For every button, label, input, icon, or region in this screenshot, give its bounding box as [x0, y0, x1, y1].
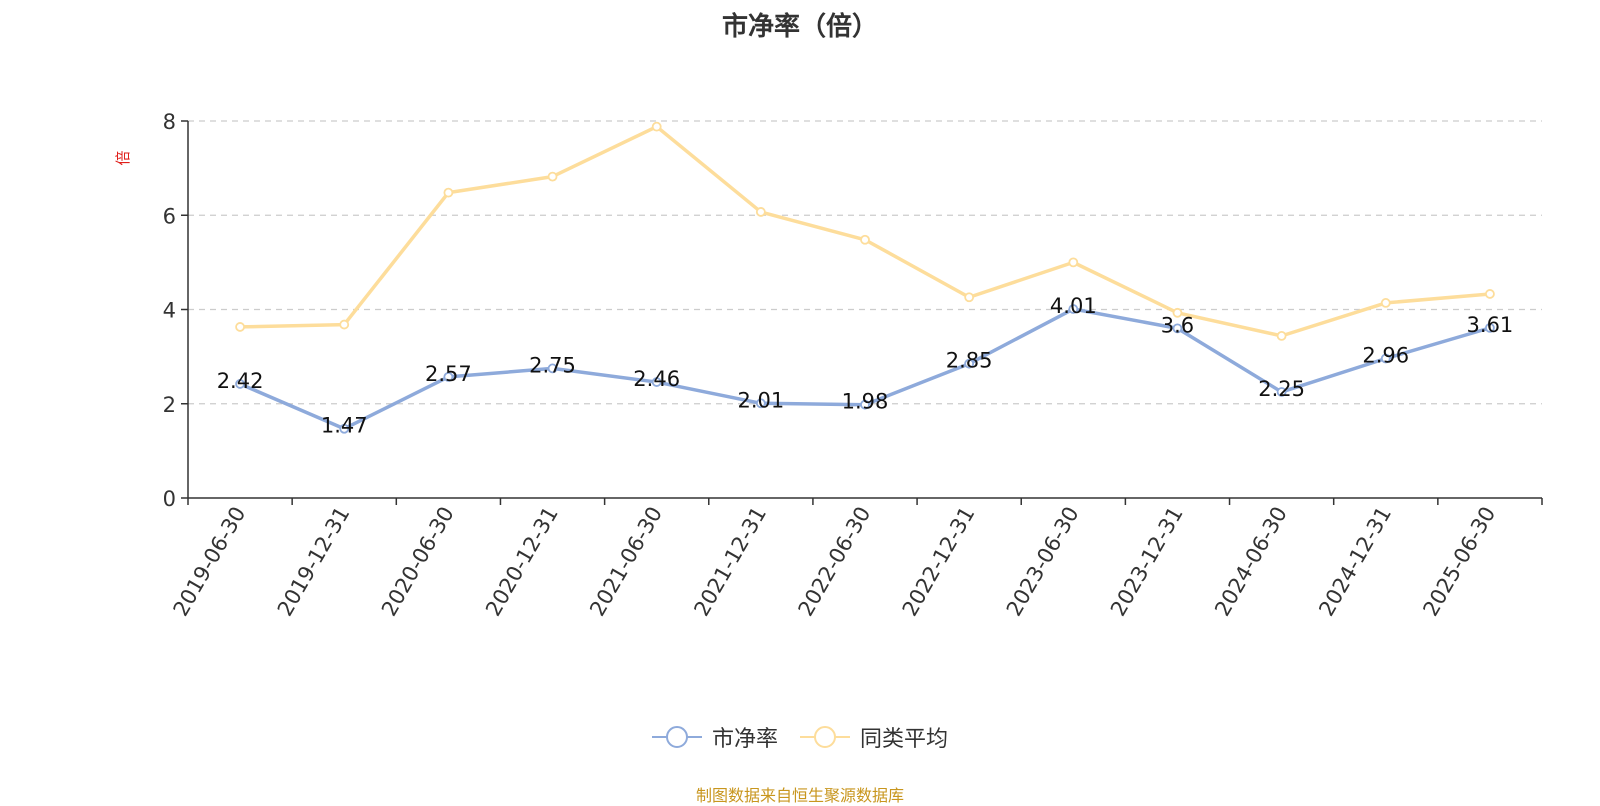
- series-0-point-9[interactable]: [1172, 323, 1183, 334]
- data-label-series-0-6: 1.98: [842, 390, 889, 414]
- legend-marker-series-1-icon: [800, 725, 850, 749]
- x-tick-label-10: 2024-06-30: [1210, 503, 1292, 621]
- data-label-series-0-8: 4.01: [1050, 294, 1097, 318]
- y-tick-label-3: 6: [163, 204, 176, 228]
- series-0-point-7[interactable]: [964, 358, 975, 369]
- series-1-point-10[interactable]: [1276, 330, 1287, 341]
- legend-marker-series-0-icon: [651, 725, 702, 749]
- legend-label-series-0: 市净率: [711, 727, 778, 752]
- x-tick-label-8: 2023-06-30: [1002, 503, 1084, 621]
- axes: 0 2 4 6 8 2019-06-30 2019-12-31 2020-06-30 2020-…: [163, 110, 1543, 621]
- series-0-point-0[interactable]: [235, 379, 245, 389]
- series-1-point-12[interactable]: [1485, 289, 1495, 299]
- y-tick-label-0: 0: [163, 487, 176, 511]
- series-0-point-5[interactable]: [755, 398, 766, 409]
- grid-lines: [188, 120, 1542, 405]
- y-tick-label-1: 2: [163, 393, 176, 417]
- y-tick-label-2: 4: [163, 299, 176, 323]
- data-label-series-0-0: 2.42: [217, 369, 264, 393]
- series-1-point-1[interactable]: [339, 319, 350, 330]
- x-tick-label-4: 2021-06-30: [585, 503, 667, 621]
- data-label-series-0-3: 2.75: [529, 353, 576, 377]
- legend-item-series-0[interactable]: 市净率: [651, 721, 778, 753]
- data-label-series-0-7: 2.85: [946, 349, 993, 373]
- data-label-series-0-1: 1.47: [321, 414, 368, 438]
- series-1-point-2[interactable]: [443, 187, 454, 198]
- legend: 市净率 同类平均: [0, 721, 1600, 753]
- source-note: 制图数据来自恒生聚源数据库: [695, 786, 904, 805]
- series: [235, 121, 1495, 434]
- series-1-point-6[interactable]: [860, 234, 870, 245]
- data-labels: 2.42 1.47 2.57 2.75 2.46 2.01 1.98 2.85 4.01 3.6 2…: [217, 294, 1514, 438]
- series-1-point-8[interactable]: [1068, 257, 1079, 268]
- data-label-series-0-11: 2.96: [1362, 344, 1409, 368]
- x-tick-label-3: 2020-12-31: [481, 503, 563, 621]
- series-0-point-12[interactable]: [1485, 322, 1495, 333]
- series-0-point-4[interactable]: [651, 377, 662, 387]
- x-tick-label-5: 2021-12-31: [689, 503, 771, 621]
- series-1-point-0[interactable]: [235, 322, 245, 332]
- series-0-point-6[interactable]: [860, 399, 870, 410]
- x-tick-label-2: 2020-06-30: [377, 503, 459, 621]
- x-tick-label-7: 2022-12-31: [898, 502, 980, 620]
- series-1-point-11[interactable]: [1380, 298, 1391, 308]
- chart-title: 市净率（倍）: [721, 12, 878, 42]
- x-tick-label-6: 2022-06-30: [794, 503, 876, 621]
- x-tick-label-9: 2023-12-31: [1106, 503, 1188, 621]
- series-1-point-3[interactable]: [547, 171, 558, 182]
- series-1-point-5[interactable]: [755, 207, 766, 217]
- legend-label-series-1: 同类平均: [860, 727, 949, 752]
- x-tick-label-12: 2025-06-30: [1418, 503, 1500, 621]
- x-tick-label-0: 2019-06-30: [169, 503, 251, 621]
- series-0-point-10[interactable]: [1276, 387, 1287, 397]
- series-0-point-8[interactable]: [1068, 304, 1079, 314]
- x-tick-label-1: 2019-12-31: [273, 503, 355, 621]
- series-0-point-2[interactable]: [443, 371, 454, 382]
- series-1-point-9[interactable]: [1172, 307, 1183, 318]
- data-label-series-0-2: 2.57: [425, 362, 472, 386]
- series-1-point-4[interactable]: [651, 121, 662, 132]
- legend-item-series-1[interactable]: 同类平均: [800, 721, 948, 753]
- data-label-series-0-4: 2.46: [633, 367, 680, 391]
- y-tick-label-4: 8: [163, 110, 176, 134]
- series-1-point-7[interactable]: [964, 292, 975, 303]
- y-axis-label: 倍: [114, 150, 132, 165]
- series-line-1: [240, 124, 1491, 338]
- data-label-series-0-9: 3.6: [1161, 313, 1194, 337]
- data-label-series-0-10: 2.25: [1258, 377, 1305, 401]
- data-label-series-0-5: 2.01: [737, 388, 784, 412]
- series-0-point-1[interactable]: [339, 423, 350, 434]
- series-0-point-11[interactable]: [1380, 353, 1391, 364]
- x-tick-label-11: 2024-12-31: [1314, 503, 1396, 621]
- series-0-point-3[interactable]: [547, 363, 558, 374]
- data-label-series-0-12: 3.61: [1467, 313, 1514, 337]
